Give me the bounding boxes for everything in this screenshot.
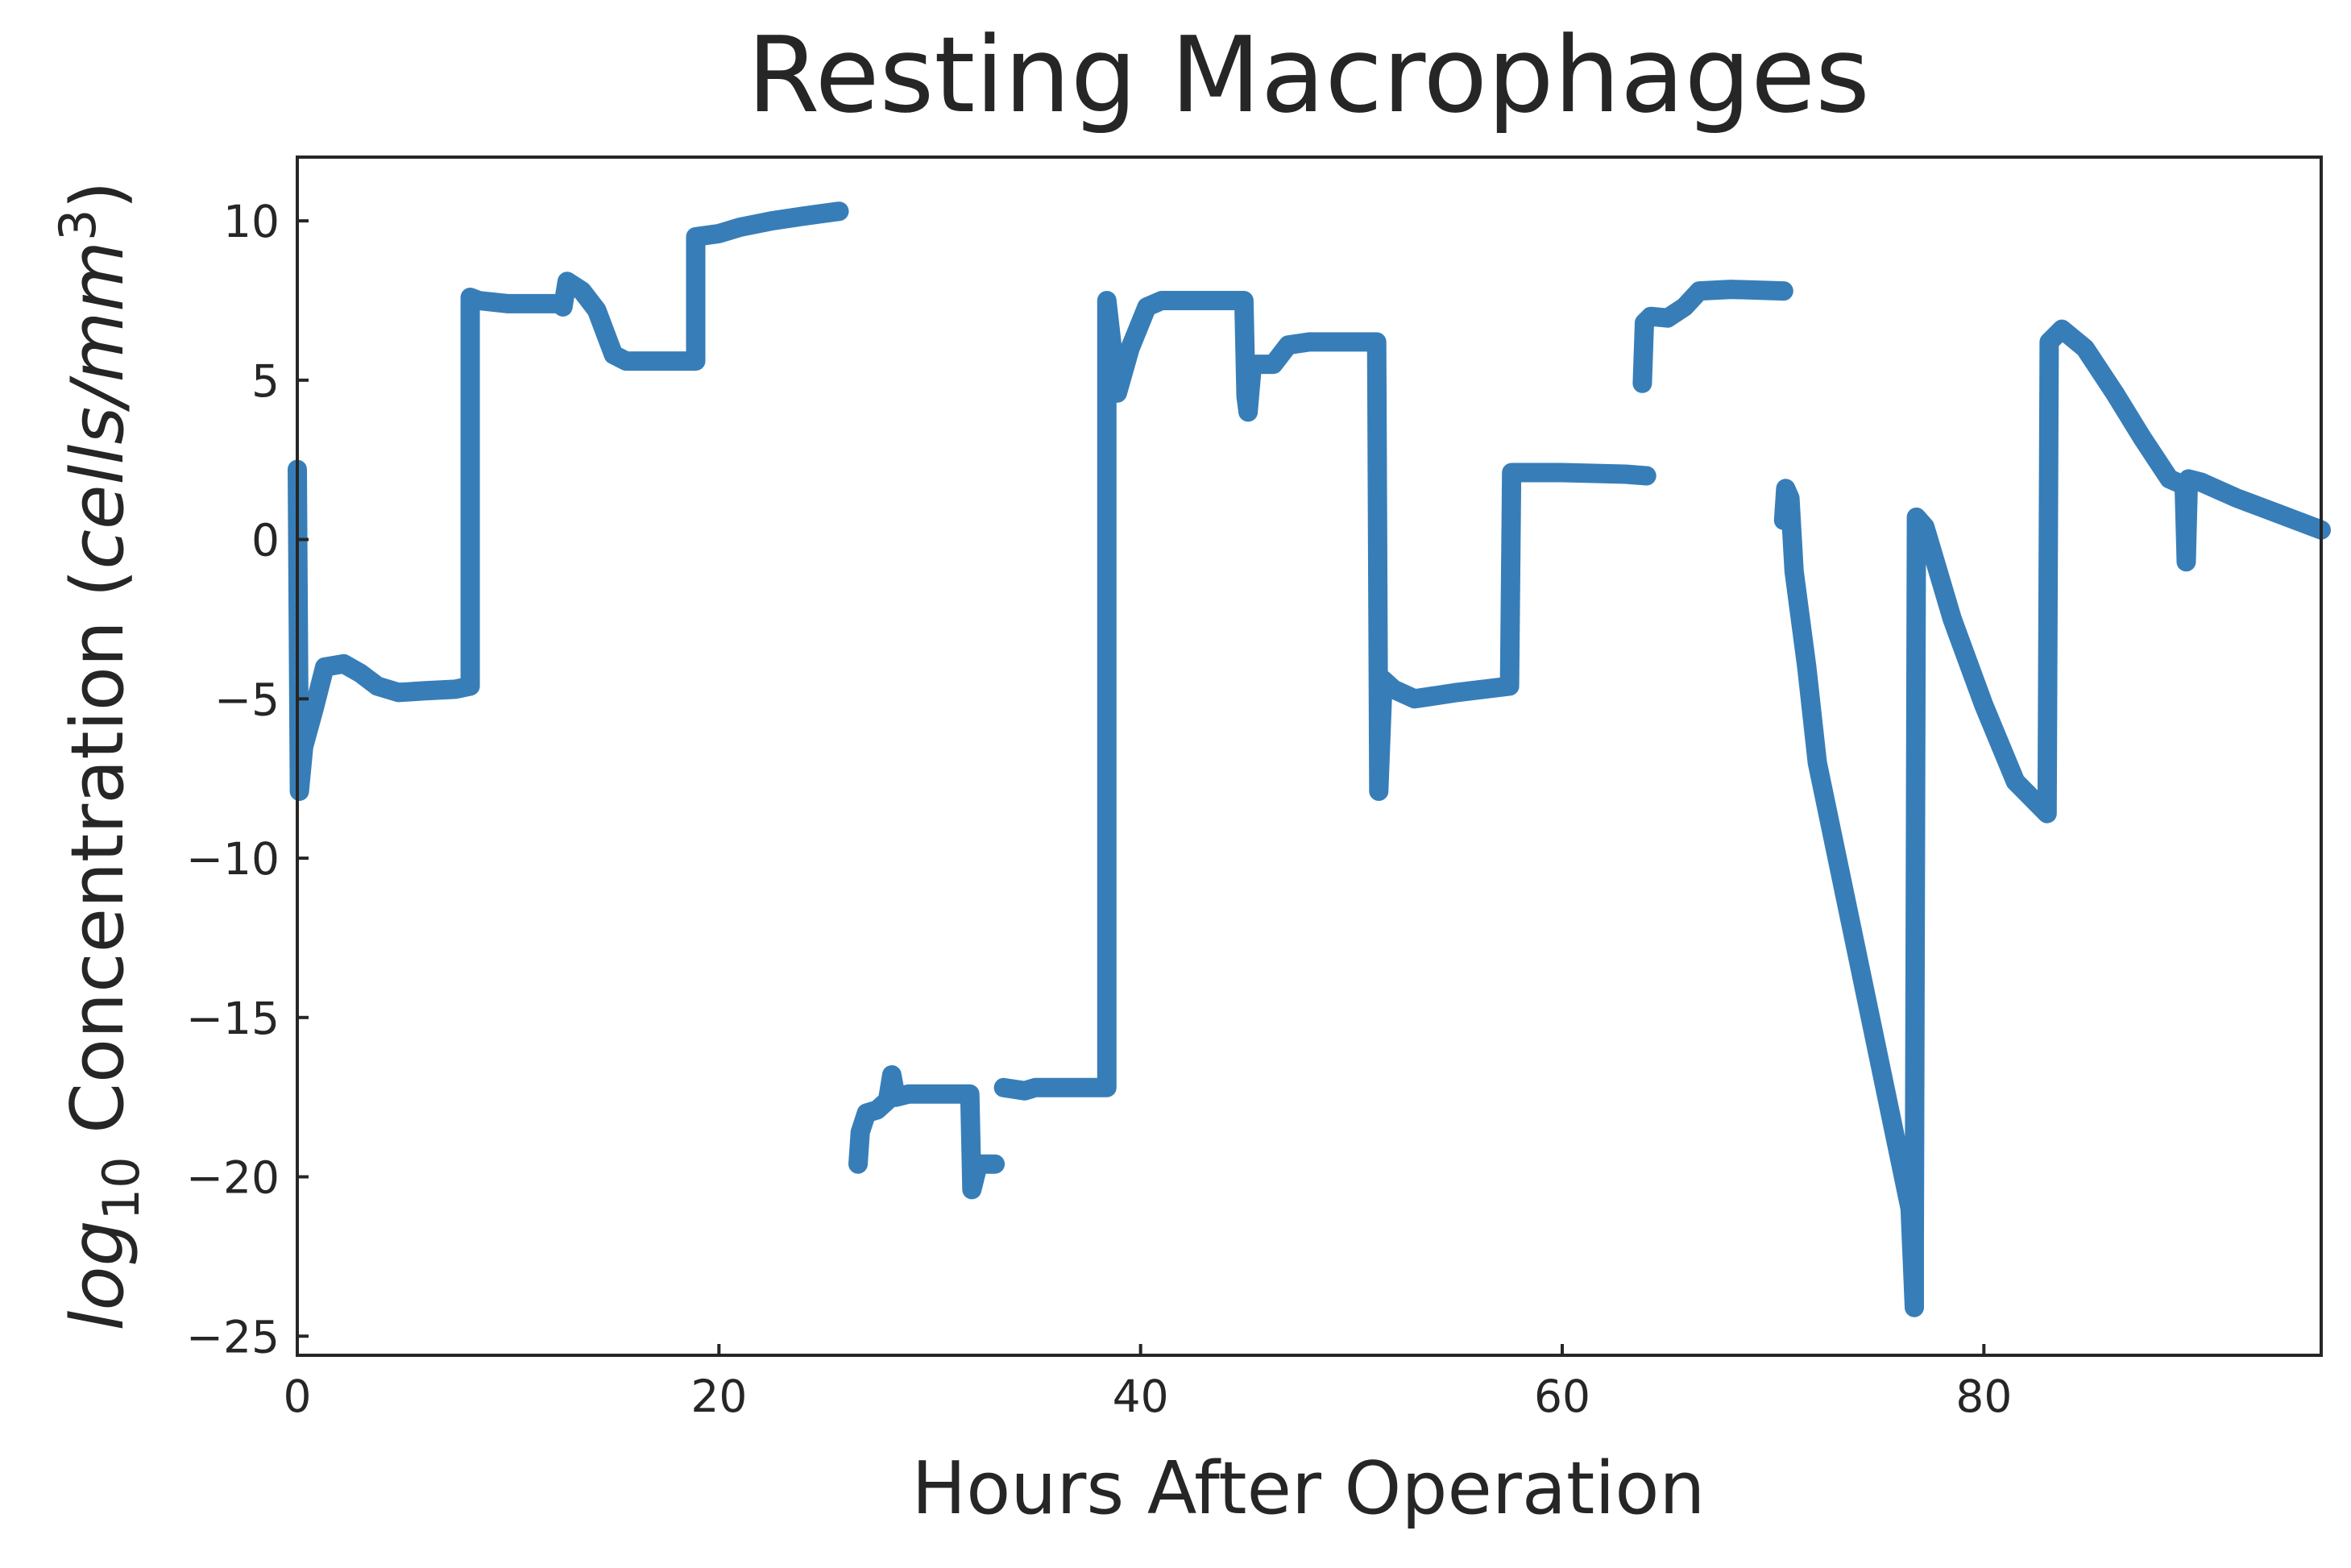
x-tick-label: 0	[284, 1371, 312, 1422]
y-axis-title-close: )	[56, 180, 140, 209]
y-axis-title-unit: cells/mm	[56, 241, 140, 569]
chart-title: Resting Macrophages	[747, 14, 1870, 136]
y-tick-label: 10	[223, 196, 280, 247]
y-tick-label: 0	[251, 515, 280, 566]
data-line-group	[288, 201, 2331, 1317]
series-line-segment	[993, 291, 1656, 1101]
y-axis-title-middle: Concentration (	[56, 569, 140, 1156]
y-axis-title: log10 Concentration (cells/mm3)	[48, 180, 151, 1330]
series-line-segment	[1632, 280, 1793, 393]
series-line-segment	[288, 201, 849, 801]
y-axis-title-log-subscript: 10	[92, 1156, 151, 1220]
y-axis-title-log: log	[56, 1220, 140, 1330]
y-axis: 10 5 0 −5 −10 −15 −20 −25	[186, 196, 309, 1363]
x-tick-label: 20	[690, 1371, 747, 1422]
x-axis-title: Hours After Operation	[912, 1446, 1706, 1531]
series-line-segment	[848, 1065, 1005, 1200]
x-tick-label: 40	[1113, 1371, 1169, 1422]
y-axis-title-unit-superscript: 3	[48, 209, 107, 241]
x-tick-label: 80	[1955, 1371, 2012, 1422]
x-axis: 0 20 40 60 80	[284, 1344, 2012, 1422]
y-tick-label: 5	[251, 355, 280, 407]
plot-frame	[296, 156, 2323, 1357]
x-tick-label: 60	[1534, 1371, 1590, 1422]
y-tick-label: −15	[186, 993, 280, 1044]
y-tick-label: −5	[214, 674, 280, 725]
y-tick-label: −10	[186, 833, 280, 885]
series-line-segment	[1773, 319, 2331, 1317]
y-tick-label: −25	[186, 1311, 280, 1363]
y-tick-label: −20	[186, 1152, 280, 1204]
